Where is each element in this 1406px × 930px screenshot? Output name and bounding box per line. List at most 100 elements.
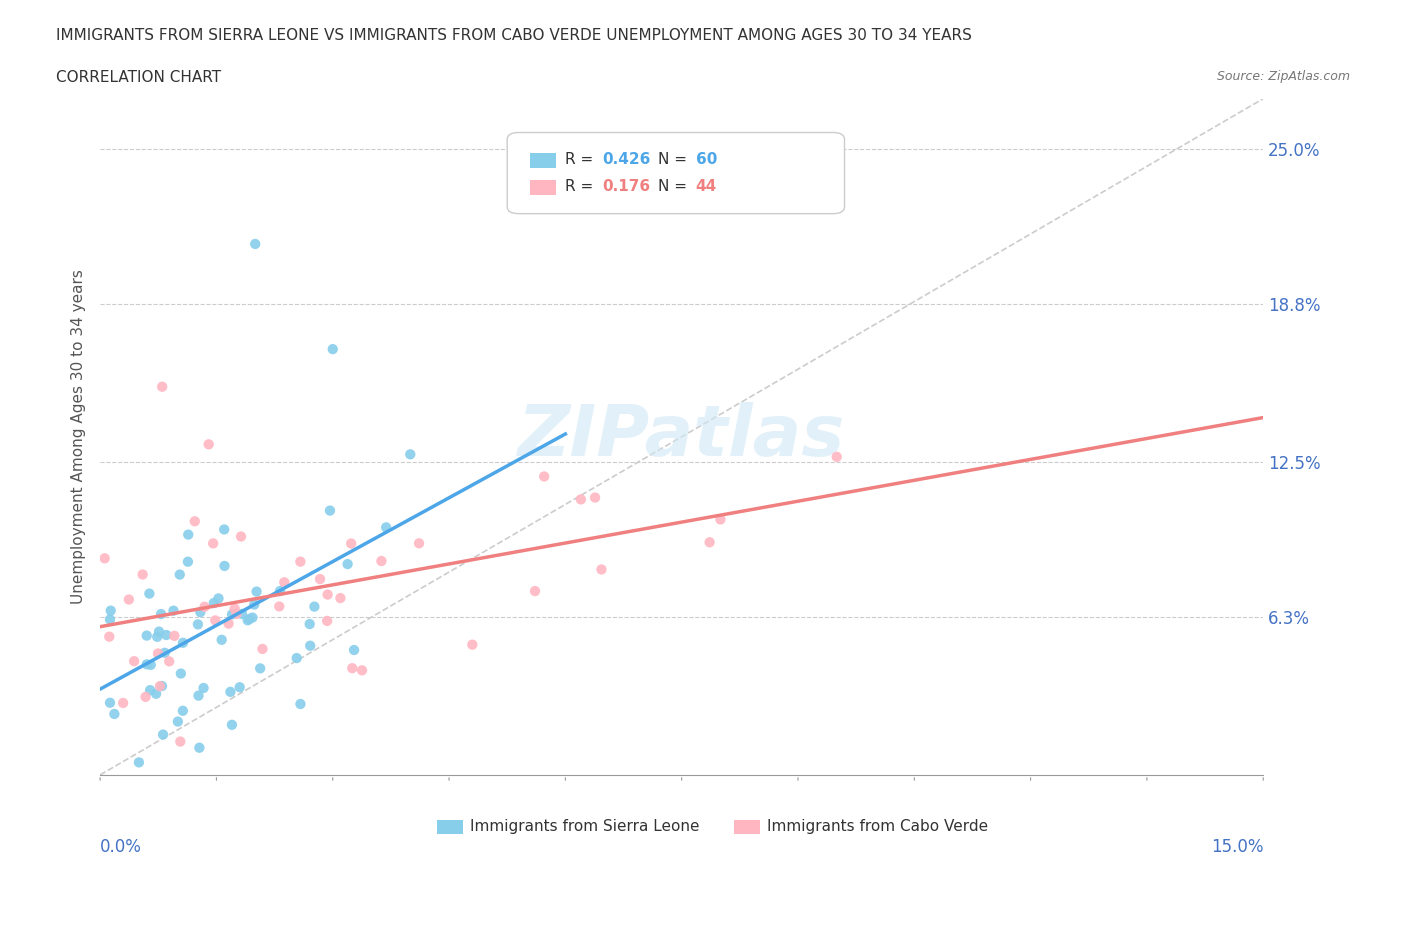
Point bbox=[204, 613, 226, 628]
Point bbox=[135, 657, 157, 671]
Text: 0.426: 0.426 bbox=[603, 153, 651, 167]
Text: N =: N = bbox=[658, 153, 692, 167]
Point bbox=[298, 617, 321, 631]
Point bbox=[524, 584, 547, 599]
Text: 0.0%: 0.0% bbox=[100, 838, 142, 856]
Text: CORRELATION CHART: CORRELATION CHART bbox=[56, 70, 221, 85]
Point bbox=[228, 680, 250, 695]
Point bbox=[135, 628, 157, 643]
Point bbox=[269, 599, 291, 614]
Point bbox=[583, 490, 606, 505]
Point bbox=[193, 681, 215, 696]
Point bbox=[236, 613, 259, 628]
Point bbox=[155, 628, 177, 643]
Point bbox=[177, 527, 200, 542]
Point bbox=[533, 469, 555, 484]
Point bbox=[131, 567, 153, 582]
Point bbox=[103, 707, 125, 722]
Point bbox=[245, 584, 267, 599]
Point bbox=[221, 607, 243, 622]
Point bbox=[207, 591, 229, 605]
Point bbox=[322, 341, 344, 356]
Point bbox=[249, 661, 271, 676]
Point bbox=[221, 717, 243, 732]
Point bbox=[243, 597, 266, 612]
Point bbox=[98, 696, 121, 711]
Point bbox=[122, 654, 145, 669]
Text: R =: R = bbox=[565, 179, 599, 194]
Point bbox=[299, 638, 322, 653]
Text: Source: ZipAtlas.com: Source: ZipAtlas.com bbox=[1216, 70, 1350, 83]
Text: N =: N = bbox=[658, 179, 692, 194]
Point bbox=[98, 630, 121, 644]
Point bbox=[290, 697, 312, 711]
Point bbox=[350, 663, 373, 678]
Point bbox=[370, 553, 392, 568]
Text: R =: R = bbox=[565, 153, 599, 167]
Text: IMMIGRANTS FROM SIERRA LEONE VS IMMIGRANTS FROM CABO VERDE UNEMPLOYMENT AMONG AG: IMMIGRANTS FROM SIERRA LEONE VS IMMIGRAN… bbox=[56, 28, 972, 43]
Point bbox=[187, 688, 209, 703]
Point bbox=[162, 604, 184, 618]
Point bbox=[461, 637, 484, 652]
Point bbox=[709, 512, 731, 527]
Point bbox=[139, 658, 162, 672]
Point bbox=[118, 592, 141, 607]
Point bbox=[699, 535, 721, 550]
Point bbox=[225, 606, 247, 621]
FancyBboxPatch shape bbox=[530, 153, 555, 167]
Point bbox=[139, 683, 162, 698]
Point bbox=[100, 604, 122, 618]
Point bbox=[242, 610, 264, 625]
Point bbox=[342, 660, 364, 675]
FancyBboxPatch shape bbox=[437, 819, 463, 834]
Point bbox=[252, 642, 274, 657]
Point bbox=[309, 572, 332, 587]
Point bbox=[231, 606, 253, 621]
Point bbox=[197, 437, 219, 452]
Point bbox=[167, 714, 190, 729]
Point bbox=[157, 654, 180, 669]
Text: Immigrants from Cabo Verde: Immigrants from Cabo Verde bbox=[766, 818, 987, 834]
Point bbox=[146, 630, 169, 644]
Point bbox=[219, 684, 242, 699]
Point bbox=[112, 696, 135, 711]
Point bbox=[569, 492, 592, 507]
Point bbox=[304, 599, 326, 614]
Point bbox=[214, 559, 236, 574]
Point bbox=[193, 599, 215, 614]
Point bbox=[150, 679, 173, 694]
Point bbox=[285, 651, 308, 666]
Point bbox=[336, 557, 359, 572]
FancyBboxPatch shape bbox=[530, 179, 555, 194]
Point bbox=[169, 734, 191, 749]
Point bbox=[172, 703, 194, 718]
Point bbox=[135, 689, 157, 704]
Point bbox=[825, 449, 848, 464]
Point bbox=[343, 643, 366, 658]
FancyBboxPatch shape bbox=[734, 819, 759, 834]
Point bbox=[319, 503, 342, 518]
Point bbox=[172, 635, 194, 650]
Point bbox=[202, 536, 225, 551]
Text: 44: 44 bbox=[696, 179, 717, 194]
Point bbox=[202, 595, 225, 610]
FancyBboxPatch shape bbox=[508, 132, 845, 214]
Point bbox=[273, 575, 295, 590]
Point bbox=[329, 591, 352, 605]
Point bbox=[150, 606, 173, 621]
Point bbox=[224, 601, 246, 616]
Point bbox=[591, 562, 613, 577]
Point bbox=[187, 617, 209, 631]
Text: 60: 60 bbox=[696, 153, 717, 167]
Point bbox=[229, 529, 252, 544]
Point bbox=[128, 755, 150, 770]
Point bbox=[153, 645, 176, 660]
Point bbox=[98, 612, 121, 627]
Text: ZIPatlas: ZIPatlas bbox=[517, 403, 845, 472]
Point bbox=[177, 554, 200, 569]
Point bbox=[218, 617, 240, 631]
Point bbox=[169, 567, 191, 582]
Point bbox=[269, 583, 291, 598]
Point bbox=[149, 679, 172, 694]
Point bbox=[152, 727, 174, 742]
